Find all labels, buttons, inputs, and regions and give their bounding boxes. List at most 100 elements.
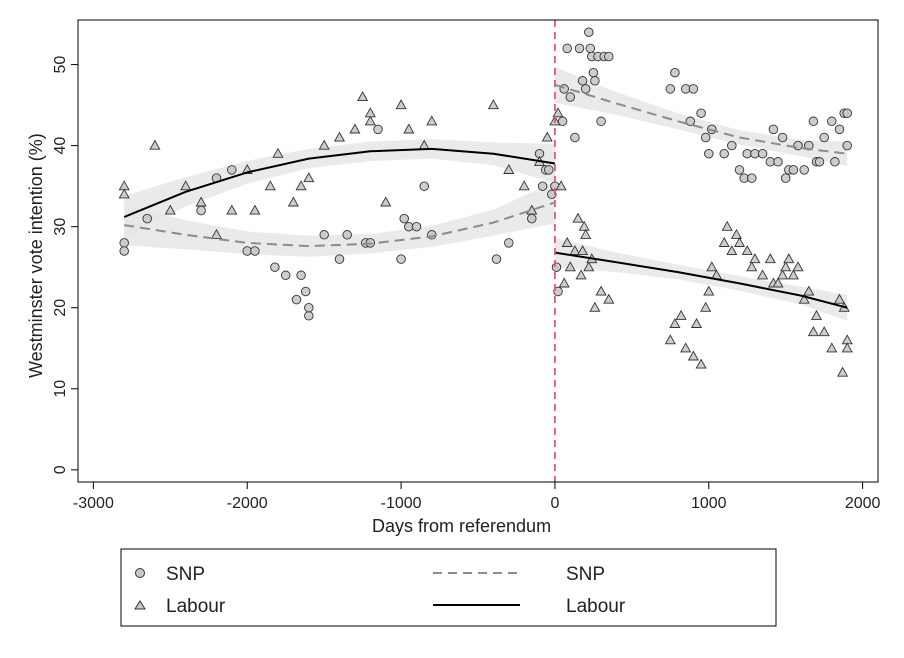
data-point-snp	[584, 27, 594, 37]
data-point-snp	[827, 116, 837, 127]
data-point-labour	[833, 293, 846, 304]
data-point-labour	[249, 204, 261, 215]
data-point-labour	[826, 342, 838, 353]
data-point-labour	[777, 269, 789, 280]
data-point-labour	[264, 180, 276, 191]
data-point-snp	[300, 286, 311, 297]
data-point-snp	[553, 286, 563, 297]
data-point-labour	[583, 261, 595, 272]
data-point-snp	[793, 140, 803, 151]
data-point-snp	[788, 165, 799, 175]
data-point-snp	[700, 132, 711, 143]
data-point-snp	[527, 213, 537, 224]
data-point-labour	[503, 163, 515, 174]
data-point-labour	[690, 317, 703, 328]
plot-frame	[77, 19, 879, 483]
data-point-labour	[303, 172, 315, 183]
data-point-snp	[291, 294, 302, 305]
data-point-labour	[841, 342, 853, 353]
data-point-labour	[164, 204, 176, 215]
data-point-snp	[734, 165, 745, 175]
data-point-snp	[296, 270, 306, 281]
data-point-labour	[403, 123, 415, 134]
legend-label-labour-marker: Labour	[166, 596, 226, 617]
data-point-labour	[226, 204, 238, 215]
data-point-snp	[830, 157, 840, 167]
data-point-snp	[491, 254, 502, 264]
data-point-labour	[749, 253, 761, 264]
x-tick-label: -2000	[227, 495, 268, 512]
legend-labour-marker-icon	[134, 600, 146, 610]
data-point-snp	[670, 67, 680, 78]
data-point-labour	[210, 228, 223, 239]
data-point-labour	[333, 131, 346, 142]
data-point-snp	[504, 238, 514, 248]
x-tick-label: 1000	[691, 495, 727, 512]
data-point-labour	[569, 245, 581, 256]
data-point-snp	[757, 148, 768, 159]
data-point-labour	[807, 326, 819, 337]
data-point-snp	[842, 140, 852, 151]
data-point-labour	[780, 261, 792, 272]
data-point-labour	[792, 261, 804, 272]
data-point-labour	[195, 196, 207, 207]
data-point-snp	[574, 43, 585, 54]
data-point-labour	[572, 212, 584, 223]
data-point-snp	[196, 205, 206, 216]
data-point-snp	[799, 165, 809, 175]
data-point-labour	[564, 261, 576, 272]
data-point-labour	[558, 277, 570, 288]
data-point-labour	[603, 293, 615, 304]
data-point-labour	[580, 228, 592, 239]
data-point-labour	[552, 107, 564, 118]
data-point-snp	[665, 84, 676, 94]
fit-line-labour-1	[554, 251, 848, 309]
legend-label-snp-line: SNP	[566, 564, 605, 585]
data-point-labour	[487, 99, 499, 110]
data-point-snp	[565, 92, 576, 102]
data-point-labour	[700, 301, 712, 312]
data-point-labour	[364, 107, 376, 118]
legend-snp-marker-icon	[135, 568, 145, 578]
data-point-labour	[518, 180, 530, 191]
y-tick-label: 50	[52, 56, 69, 74]
data-point-labour	[746, 261, 758, 272]
data-point-snp	[768, 124, 779, 135]
data-point-labour	[721, 220, 733, 231]
data-point-labour	[357, 91, 369, 102]
x-tick-label: -3000	[73, 495, 114, 512]
data-point-labour	[349, 123, 361, 134]
data-point-snp	[596, 116, 606, 127]
data-point-snp	[270, 262, 280, 272]
ci-band-snp-1	[554, 67, 848, 166]
x-tick-label: 2000	[845, 495, 881, 512]
data-point-snp	[119, 246, 129, 256]
data-point-snp	[419, 181, 429, 191]
data-point-snp	[814, 157, 825, 167]
y-tick-label: 40	[52, 137, 69, 155]
data-point-labour	[695, 358, 707, 369]
data-point-snp	[142, 213, 152, 224]
data-point-snp	[537, 181, 548, 191]
y-tick-label: 0	[52, 465, 69, 474]
y-tick-label: 20	[52, 299, 69, 317]
data-point-labour	[577, 245, 589, 256]
data-point-snp	[119, 238, 129, 248]
fit-line-snp-1	[554, 83, 848, 155]
data-point-snp	[562, 43, 572, 54]
data-point-snp	[727, 140, 737, 151]
data-point-labour	[589, 301, 601, 312]
legend-label-snp-marker: SNP	[166, 564, 205, 585]
data-point-snp	[688, 84, 699, 94]
data-point-labour	[741, 245, 753, 256]
y-axis-title: Westminster vote intention (%)	[26, 133, 46, 378]
data-point-labour	[810, 309, 823, 320]
data-point-labour	[757, 269, 769, 280]
data-point-labour	[733, 236, 746, 247]
legend: SNP Labour SNP Labour	[120, 548, 777, 627]
data-point-snp	[585, 43, 596, 54]
data-point-snp	[304, 302, 314, 313]
ci-band-labour-1	[554, 238, 848, 321]
